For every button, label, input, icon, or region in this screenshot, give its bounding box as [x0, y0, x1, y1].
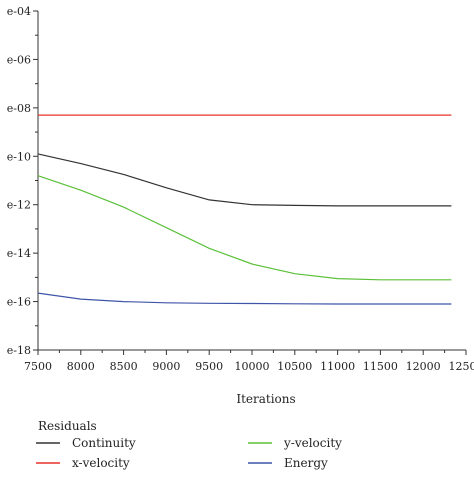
- x-tick-label: 10000: [235, 360, 270, 373]
- y-tick-label: e-12: [7, 199, 31, 212]
- y-tick-label: e-10: [7, 150, 31, 163]
- legend-title: Residuals: [38, 419, 97, 433]
- series-line-energy: [38, 293, 451, 304]
- x-tick-label: 12500: [449, 360, 474, 373]
- x-tick-label: 10500: [277, 360, 312, 373]
- legend-label-continuity: Continuity: [72, 436, 136, 450]
- x-tick-label: 9000: [152, 360, 180, 373]
- x-tick-label: 9500: [195, 360, 223, 373]
- y-tick-label: e-16: [7, 296, 31, 309]
- x-axis-title: Iterations: [236, 392, 295, 406]
- x-tick-label: 11000: [320, 360, 355, 373]
- y-tick-label: e-18: [7, 344, 31, 357]
- x-tick-label: 11500: [363, 360, 398, 373]
- legend-label-energy: Energy: [284, 456, 328, 470]
- x-tick-label: 12000: [406, 360, 441, 373]
- x-tick-label: 8000: [67, 360, 95, 373]
- series-line-y-velocity: [38, 176, 451, 280]
- legend-label-y-velocity: y-velocity: [283, 436, 342, 450]
- y-tick-label: e-14: [7, 247, 31, 260]
- legend-label-x-velocity: x-velocity: [72, 456, 130, 470]
- x-tick-label: 7500: [24, 360, 52, 373]
- y-tick-label: e-08: [7, 102, 31, 115]
- y-tick-label: e-06: [7, 53, 31, 66]
- x-tick-label: 8500: [110, 360, 138, 373]
- y-tick-label: e-04: [7, 5, 31, 18]
